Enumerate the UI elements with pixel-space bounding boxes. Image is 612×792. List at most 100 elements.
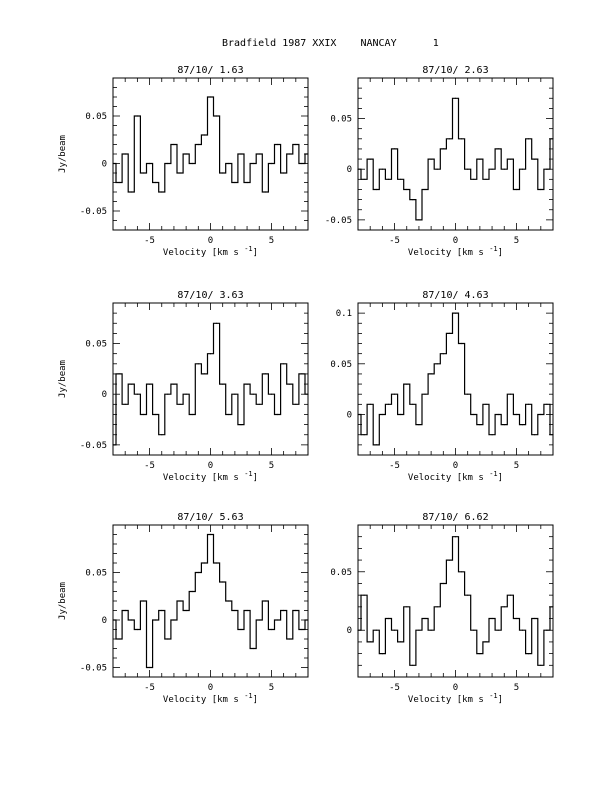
- y-tick-label: 0.1: [336, 309, 352, 319]
- x-tick-label: 0: [453, 683, 458, 693]
- data-point: [276, 143, 279, 146]
- data-point: [149, 666, 151, 669]
- data-point: [222, 581, 224, 583]
- data-point: [276, 619, 279, 621]
- x-tick-label: -5: [144, 461, 155, 471]
- data-point: [209, 533, 212, 536]
- data-point: [270, 393, 272, 395]
- data-point: [216, 115, 218, 117]
- data-point: [436, 363, 438, 365]
- data-point: [173, 619, 175, 621]
- data-point: [240, 628, 242, 631]
- data-point: [136, 115, 138, 117]
- data-point: [424, 617, 426, 620]
- data-point: [246, 383, 248, 385]
- data-point: [209, 353, 212, 355]
- data-point: [307, 153, 309, 155]
- data-point: [394, 393, 396, 395]
- data-point: [228, 413, 230, 416]
- data-point: [528, 403, 530, 405]
- data-point: [394, 148, 396, 150]
- data-point: [491, 168, 493, 170]
- data-point: [515, 188, 518, 191]
- data-point: [375, 629, 377, 631]
- data-point: [142, 172, 145, 174]
- data-point: [130, 619, 132, 621]
- y-tick-label: 0.05: [85, 340, 107, 350]
- data-point: [381, 413, 383, 416]
- data-point: [473, 629, 475, 631]
- y-tick-label: -0.05: [80, 207, 107, 217]
- data-point: [185, 393, 187, 395]
- x-axis-label: Velocity [km s -1]: [163, 692, 258, 705]
- data-point: [289, 153, 291, 155]
- y-tick-label: 0: [102, 160, 107, 170]
- data-point: [161, 191, 163, 193]
- data-point: [442, 353, 444, 355]
- data-point: [264, 600, 266, 602]
- x-axis-label: Velocity [km s -1]: [163, 470, 258, 483]
- data-point: [528, 138, 530, 140]
- data-point: [485, 178, 487, 180]
- data-point: [406, 188, 408, 191]
- data-point: [381, 168, 383, 170]
- x-tick-label: 0: [208, 683, 213, 693]
- spectrum-line: [358, 312, 553, 446]
- x-tick-label: -5: [389, 461, 400, 471]
- data-point: [289, 383, 291, 385]
- data-point: [406, 383, 408, 385]
- data-point: [167, 638, 169, 640]
- y-tick-label: 0.05: [85, 569, 107, 579]
- data-point: [430, 158, 432, 160]
- data-point: [307, 619, 309, 621]
- data-point: [479, 158, 481, 160]
- data-point: [246, 609, 248, 612]
- data-point: [203, 373, 205, 375]
- data-point: [283, 363, 285, 365]
- data-point: [216, 322, 218, 324]
- data-point: [454, 536, 457, 538]
- data-point: [185, 609, 187, 612]
- data-point: [124, 153, 126, 155]
- data-point: [552, 606, 554, 608]
- data-point: [448, 138, 450, 140]
- data-point: [412, 199, 414, 201]
- y-tick-label: 0.05: [330, 115, 352, 125]
- data-point: [301, 162, 303, 165]
- data-point: [485, 641, 487, 643]
- data-point: [387, 403, 390, 405]
- data-point: [369, 641, 371, 643]
- data-point: [301, 373, 303, 375]
- spectrum-line: [358, 536, 553, 666]
- data-point: [112, 162, 114, 165]
- data-point: [307, 393, 309, 395]
- chart-panel-1: 87/10/ 1.63 -5 0 5 -0.05 0 0.05 Velocity [km s …: [58, 65, 309, 258]
- data-point: [375, 188, 377, 191]
- data-point: [124, 403, 126, 405]
- data-point: [503, 424, 505, 426]
- data-point: [252, 647, 254, 650]
- panel-title: 87/10/ 2.63: [422, 65, 488, 76]
- data-point: [552, 138, 554, 140]
- data-point: [203, 562, 205, 564]
- data-point: [424, 188, 426, 191]
- data-point: [173, 143, 175, 146]
- data-point: [424, 393, 426, 395]
- data-point: [222, 383, 224, 385]
- data-point: [418, 424, 420, 426]
- data-point: [301, 628, 303, 631]
- data-point: [258, 403, 260, 405]
- data-point: [167, 162, 169, 165]
- data-point: [552, 434, 554, 436]
- data-point: [454, 312, 457, 314]
- data-point: [491, 617, 493, 620]
- data-point: [185, 153, 187, 155]
- spectrum-line: [113, 96, 308, 193]
- data-point: [534, 434, 536, 436]
- data-point: [136, 393, 138, 395]
- data-point: [252, 393, 254, 395]
- chart-panel-3: 87/10/ 3.63 -5 0 5 -0.05 0 0.05 Velocity [km s …: [58, 290, 309, 483]
- data-point: [375, 444, 377, 446]
- data-point: [112, 619, 114, 621]
